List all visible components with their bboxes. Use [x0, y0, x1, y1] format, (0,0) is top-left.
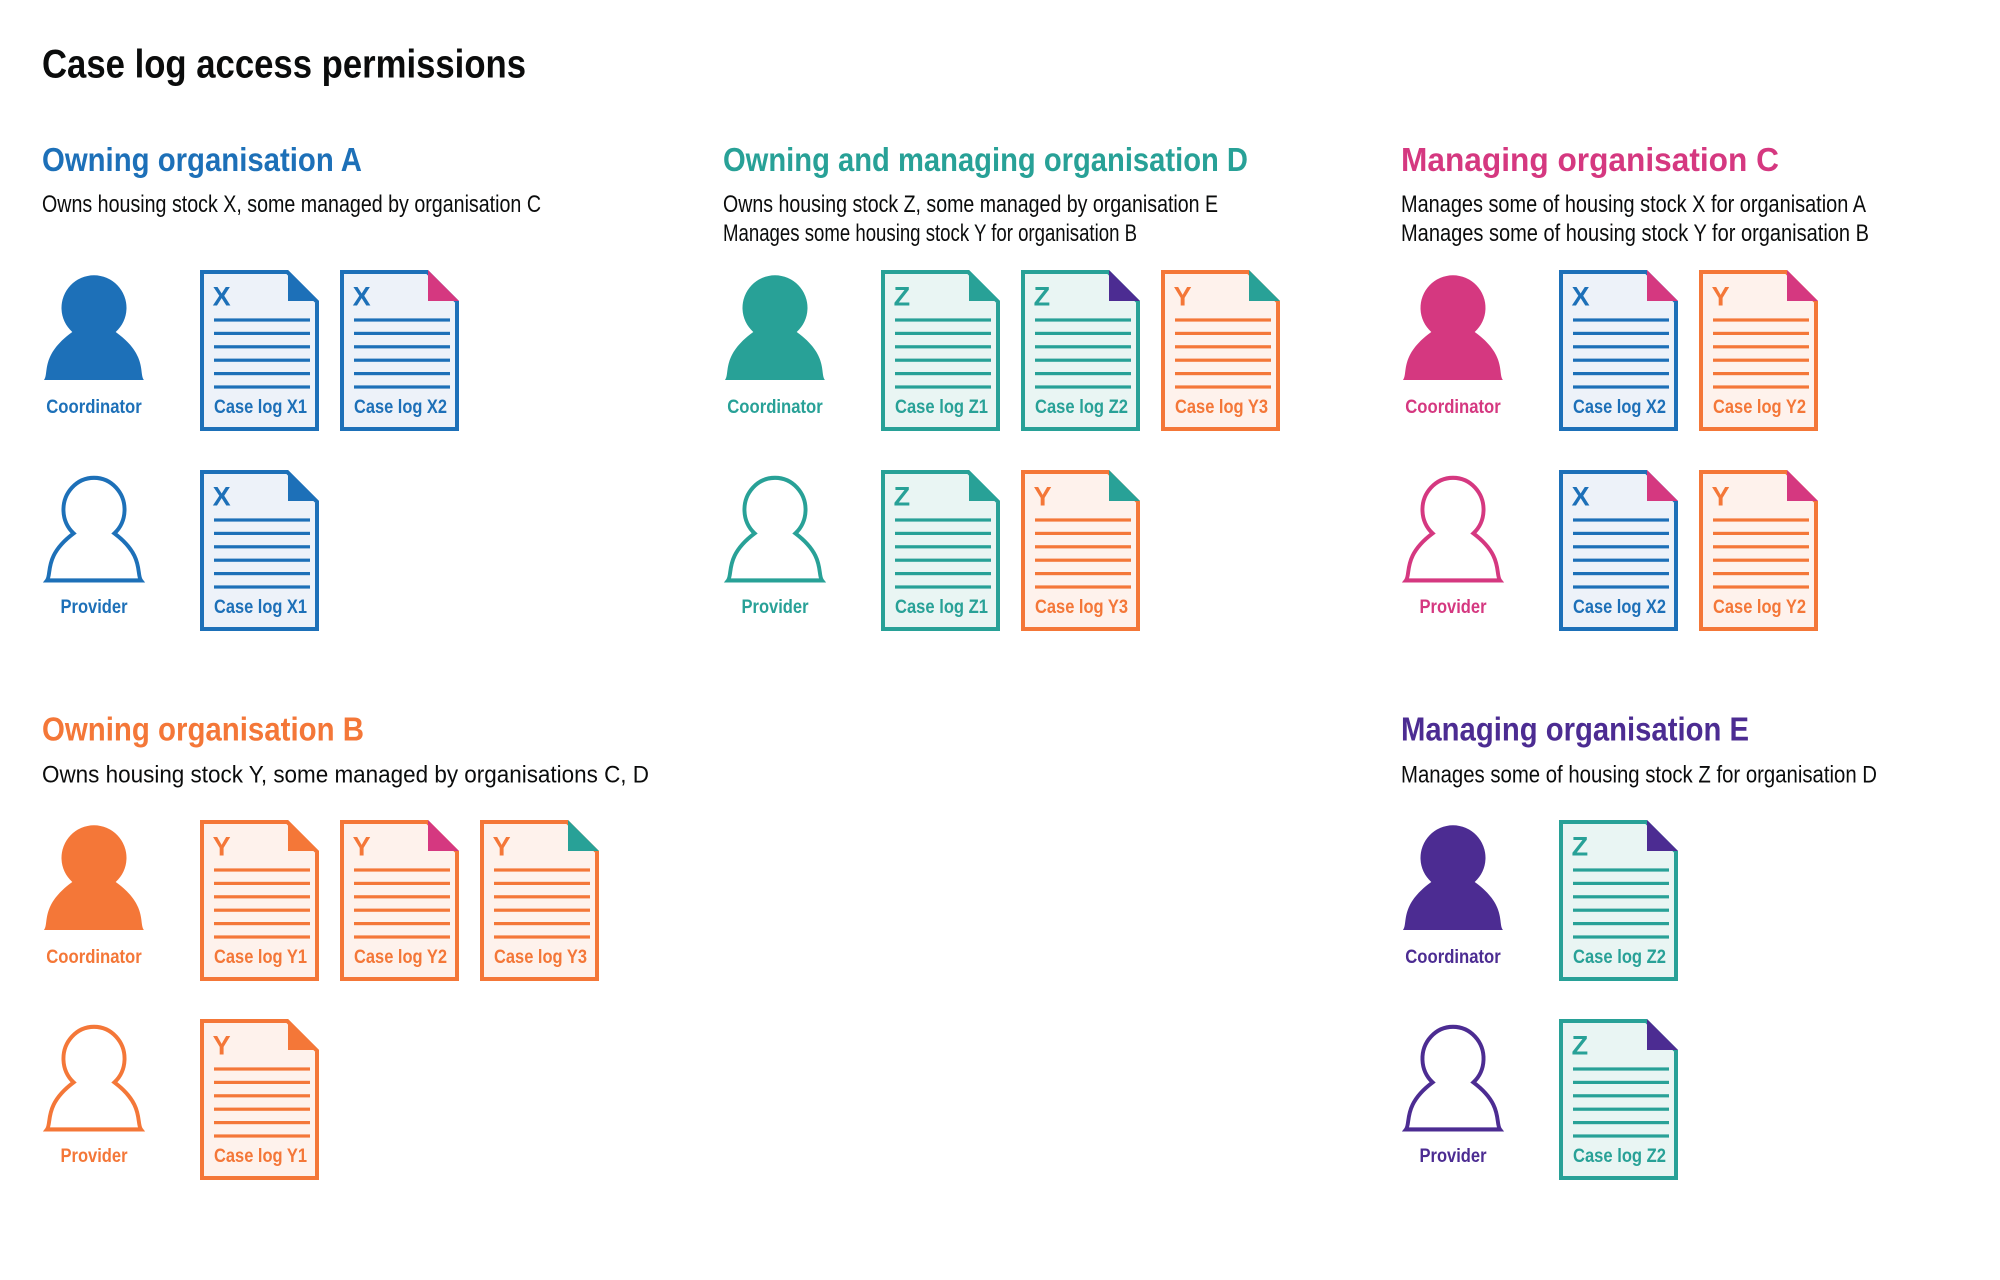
svg-text:Owning and managing organisati: Owning and managing organisation D — [723, 141, 1248, 178]
svg-text:Y: Y — [213, 832, 231, 862]
svg-text:Case log Y3: Case log Y3 — [494, 946, 587, 968]
svg-text:Y: Y — [1174, 282, 1192, 312]
svg-text:Case log Y2: Case log Y2 — [1713, 396, 1806, 418]
svg-text:Y: Y — [1034, 482, 1052, 512]
svg-text:Managing organisation C: Managing organisation C — [1401, 141, 1779, 178]
svg-text:Case log X2: Case log X2 — [1573, 396, 1666, 418]
svg-text:Y: Y — [213, 1031, 231, 1061]
svg-text:Manages some of housing stock: Manages some of housing stock X for orga… — [1401, 191, 1866, 218]
svg-text:X: X — [1572, 482, 1590, 512]
svg-text:Case log Y2: Case log Y2 — [1713, 596, 1806, 618]
svg-text:Coordinator: Coordinator — [727, 396, 823, 418]
svg-text:Owns housing stock X, some man: Owns housing stock X, some managed by or… — [42, 191, 541, 218]
svg-text:Case log X1: Case log X1 — [214, 596, 307, 618]
svg-text:X: X — [213, 482, 231, 512]
svg-text:Case log X1: Case log X1 — [214, 396, 307, 418]
svg-text:Case log access permissions: Case log access permissions — [42, 43, 526, 87]
svg-text:Y: Y — [493, 832, 511, 862]
svg-text:X: X — [353, 282, 371, 312]
svg-text:Owns housing stock Y, some man: Owns housing stock Y, some managed by or… — [42, 762, 649, 789]
svg-text:Z: Z — [894, 482, 911, 512]
svg-text:Case log Y1: Case log Y1 — [214, 946, 307, 968]
svg-text:Manages some of housing stock: Manages some of housing stock Y for orga… — [1401, 220, 1869, 247]
svg-text:Manages some housing stock Y f: Manages some housing stock Y for organis… — [723, 220, 1137, 247]
svg-text:Provider: Provider — [1420, 596, 1487, 618]
svg-text:Case log X2: Case log X2 — [354, 396, 447, 418]
svg-text:Manages some of housing stock: Manages some of housing stock Z for orga… — [1401, 762, 1877, 789]
svg-text:Y: Y — [1712, 282, 1730, 312]
svg-text:Provider: Provider — [742, 596, 809, 618]
svg-text:X: X — [213, 282, 231, 312]
svg-text:Coordinator: Coordinator — [1405, 396, 1501, 418]
svg-text:Owning organisation A: Owning organisation A — [42, 141, 362, 178]
svg-text:Case log Z1: Case log Z1 — [895, 396, 988, 418]
svg-text:Y: Y — [1712, 482, 1730, 512]
svg-text:Owning organisation B: Owning organisation B — [42, 711, 364, 748]
svg-text:Z: Z — [1034, 282, 1051, 312]
svg-text:Case log Y3: Case log Y3 — [1175, 396, 1268, 418]
svg-text:Provider: Provider — [61, 1145, 128, 1167]
svg-text:Provider: Provider — [1420, 1145, 1487, 1167]
svg-text:Case log Z2: Case log Z2 — [1573, 946, 1666, 968]
svg-text:Y: Y — [353, 832, 371, 862]
svg-text:Case log Y1: Case log Y1 — [214, 1145, 307, 1167]
svg-text:Coordinator: Coordinator — [46, 396, 142, 418]
svg-text:Coordinator: Coordinator — [46, 946, 142, 968]
svg-text:Case log Y3: Case log Y3 — [1035, 596, 1128, 618]
svg-text:Case log Z2: Case log Z2 — [1573, 1145, 1666, 1167]
svg-text:X: X — [1572, 282, 1590, 312]
svg-text:Z: Z — [894, 282, 911, 312]
svg-text:Case log Y2: Case log Y2 — [354, 946, 447, 968]
svg-text:Case log X2: Case log X2 — [1573, 596, 1666, 618]
svg-text:Z: Z — [1572, 832, 1589, 862]
svg-text:Case log Z1: Case log Z1 — [895, 596, 988, 618]
svg-text:Z: Z — [1572, 1031, 1589, 1061]
svg-text:Owns housing stock Z, some man: Owns housing stock Z, some managed by or… — [723, 191, 1218, 218]
svg-text:Coordinator: Coordinator — [1405, 946, 1501, 968]
svg-text:Managing organisation E: Managing organisation E — [1401, 711, 1749, 748]
svg-text:Provider: Provider — [61, 596, 128, 618]
svg-text:Case log Z2: Case log Z2 — [1035, 396, 1128, 418]
